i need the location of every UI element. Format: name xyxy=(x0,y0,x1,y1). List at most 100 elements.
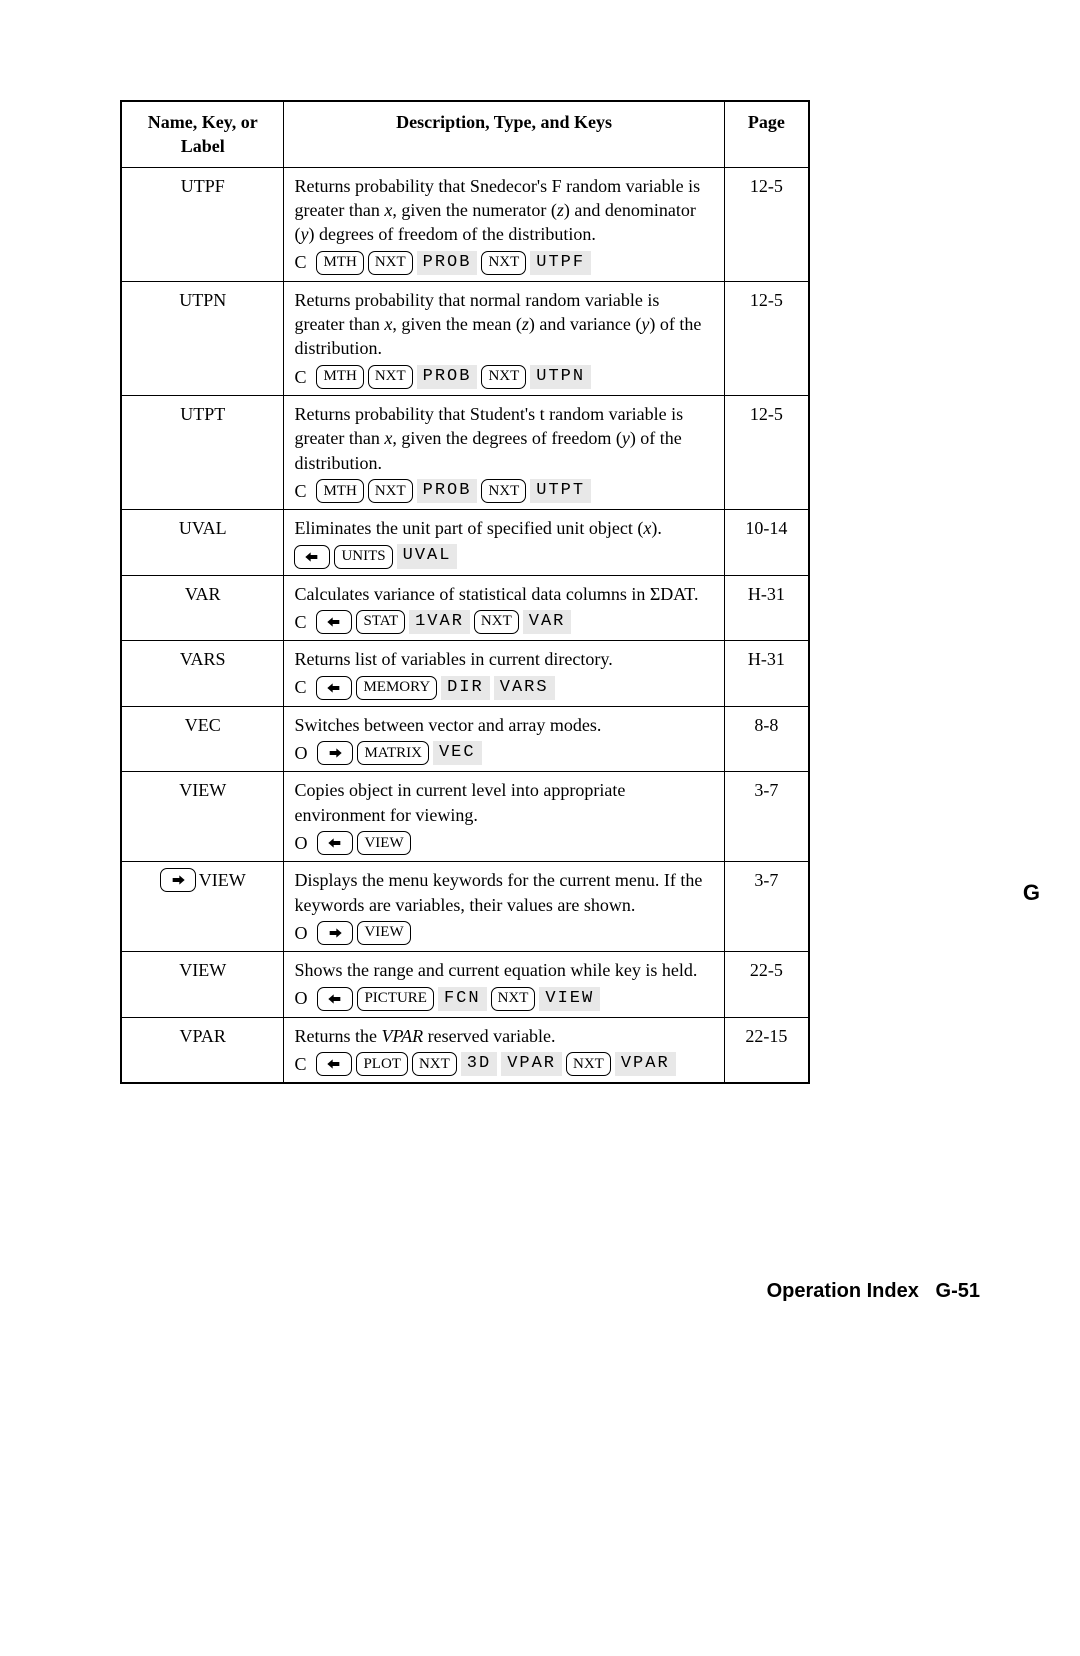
keycap: UNITS xyxy=(334,545,392,569)
key-sequence: OPICTUREFCNNXTVIEW xyxy=(294,986,713,1010)
desc-cell: Returns probability that normal random v… xyxy=(284,281,724,395)
keycap: VIEW xyxy=(357,831,410,855)
description-text: Eliminates the unit part of specified un… xyxy=(294,516,713,540)
footer-title: Operation Index xyxy=(767,1280,919,1302)
desc-cell: Copies object in current level into appr… xyxy=(284,772,724,862)
table-row: UTPTReturns probability that Student's t… xyxy=(121,395,809,509)
table-row: VIEW Displays the menu keywords for the c… xyxy=(121,862,809,952)
row-name: VPAR xyxy=(180,1026,226,1046)
softkey: 1VAR xyxy=(409,610,470,634)
keycap: VIEW xyxy=(357,921,410,945)
type-letter: C xyxy=(294,250,306,274)
name-cell: UTPN xyxy=(121,281,284,395)
name-cell: UTPT xyxy=(121,395,284,509)
description-text: Copies object in current level into appr… xyxy=(294,778,713,827)
name-cell: VIEW xyxy=(121,952,284,1018)
key-sequence: CMTHNXTPROBNXTUTPF xyxy=(294,250,713,274)
description-text: Calculates variance of statistical data … xyxy=(294,582,713,606)
softkey: PROB xyxy=(417,479,478,503)
keycap: MTH xyxy=(316,365,363,389)
table-row: VAR Calculates variance of statistical da… xyxy=(121,575,809,641)
softkey: PROB xyxy=(417,365,478,389)
description-text: Returns probability that Snedecor's F ra… xyxy=(294,174,713,247)
key-sequence: CMTHNXTPROBNXTUTPT xyxy=(294,479,713,503)
keycap: PLOT xyxy=(356,1052,408,1076)
page-cell: H-31 xyxy=(724,575,809,641)
description-text: Displays the menu keywords for the curre… xyxy=(294,868,713,917)
header-desc: Description, Type, and Keys xyxy=(284,101,724,167)
name-cell: VARS xyxy=(121,641,284,707)
row-name: UTPF xyxy=(181,176,225,196)
keycap: NXT xyxy=(481,479,526,503)
desc-cell: Displays the menu keywords for the curre… xyxy=(284,862,724,952)
desc-cell: Shows the range and current equation whi… xyxy=(284,952,724,1018)
softkey: UTPN xyxy=(530,365,591,389)
table-row: VECSwitches between vector and array mod… xyxy=(121,706,809,772)
key-sequence: O MATRIXVEC xyxy=(294,741,713,765)
header-page: Page xyxy=(724,101,809,167)
page-cell: 22-5 xyxy=(724,952,809,1018)
softkey: PROB xyxy=(417,251,478,275)
keycap: NXT xyxy=(412,1052,457,1076)
shift-right-icon xyxy=(317,741,353,765)
key-sequence: CMEMORYDIRVARS xyxy=(294,675,713,699)
footer-page: G-51 xyxy=(936,1280,980,1302)
type-letter: O xyxy=(294,741,307,765)
page-cell: 12-5 xyxy=(724,281,809,395)
type-letter: O xyxy=(294,831,307,855)
desc-cell: Switches between vector and array modes.… xyxy=(284,706,724,772)
section-tab: G xyxy=(1023,880,1040,906)
page-cell: 12-5 xyxy=(724,167,809,281)
shift-left-icon xyxy=(316,610,352,634)
name-cell: VIEW xyxy=(121,862,284,952)
desc-cell: Returns probability that Student's t ran… xyxy=(284,395,724,509)
softkey: UTPT xyxy=(530,479,591,503)
page-cell: 10-14 xyxy=(724,510,809,575)
keycap: MATRIX xyxy=(357,741,429,765)
type-letter: C xyxy=(294,675,306,699)
key-sequence: CMTHNXTPROBNXTUTPN xyxy=(294,365,713,389)
shift-left-icon xyxy=(294,545,330,569)
shift-left-icon xyxy=(317,987,353,1011)
type-letter: C xyxy=(294,610,306,634)
row-name: VIEW xyxy=(179,960,226,980)
softkey: VEC xyxy=(433,741,482,765)
name-cell: VPAR xyxy=(121,1017,284,1083)
type-letter: O xyxy=(294,986,307,1010)
desc-cell: Eliminates the unit part of specified un… xyxy=(284,510,724,575)
row-name: UTPN xyxy=(179,290,226,310)
row-name: UVAL xyxy=(179,518,227,538)
name-cell: UVAL xyxy=(121,510,284,575)
type-letter: C xyxy=(294,479,306,503)
softkey: VPAR xyxy=(615,1052,676,1076)
description-text: Returns the VPAR reserved variable. xyxy=(294,1024,713,1048)
page-cell: 8-8 xyxy=(724,706,809,772)
page-footer: Operation Index G-51 xyxy=(767,1280,980,1303)
softkey: VARS xyxy=(494,676,555,700)
row-name: UTPT xyxy=(180,404,225,424)
key-sequence: O VIEW xyxy=(294,831,713,855)
page-cell: 3-7 xyxy=(724,772,809,862)
row-name: VEC xyxy=(185,715,221,735)
keycap: NXT xyxy=(481,365,526,389)
page-cell: 12-5 xyxy=(724,395,809,509)
desc-cell: Returns list of variables in current dir… xyxy=(284,641,724,707)
row-name: VAR xyxy=(185,584,221,604)
keycap: MEMORY xyxy=(356,676,437,700)
keycap: NXT xyxy=(474,610,519,634)
keycap: NXT xyxy=(481,251,526,275)
keycap: NXT xyxy=(491,987,536,1011)
keycap: NXT xyxy=(566,1052,611,1076)
softkey: VIEW xyxy=(539,987,600,1011)
name-cell: VAR xyxy=(121,575,284,641)
row-name: VARS xyxy=(180,649,226,669)
softkey: VPAR xyxy=(501,1052,562,1076)
keycap: NXT xyxy=(368,365,413,389)
shift-left-icon xyxy=(316,676,352,700)
keycap: MTH xyxy=(316,479,363,503)
row-name: VIEW xyxy=(199,868,246,892)
description-text: Returns probability that normal random v… xyxy=(294,288,713,361)
key-sequence: UNITSUVAL xyxy=(294,544,713,568)
description-text: Shows the range and current equation whi… xyxy=(294,958,713,982)
table-row: UTPN Returns probability that normal rand… xyxy=(121,281,809,395)
